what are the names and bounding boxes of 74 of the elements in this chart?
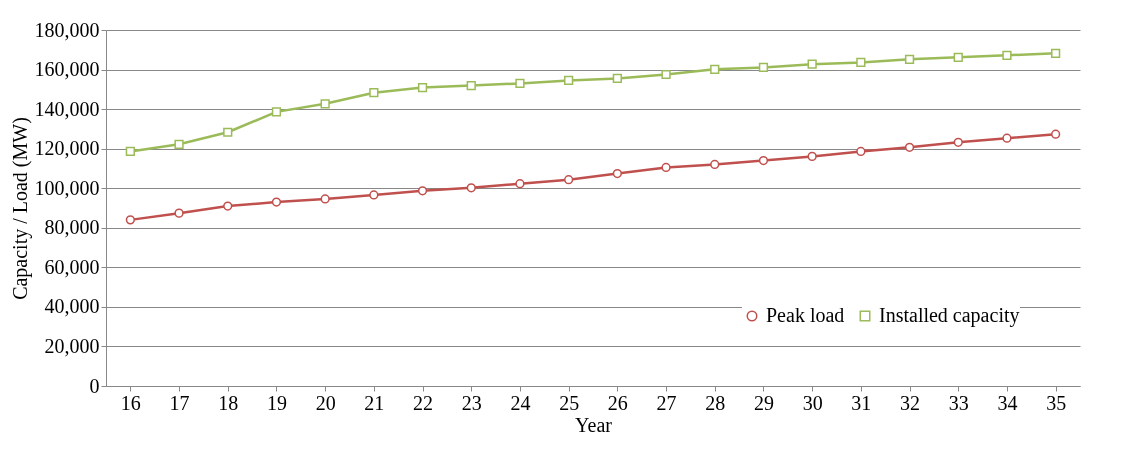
x-tick-label: 28: [705, 391, 726, 414]
y-tick-label: 40,000: [44, 295, 100, 318]
point: [710, 159, 720, 170]
x-axis-title: Year: [575, 413, 613, 436]
y-tick-label: 120,000: [34, 137, 100, 160]
x-tick-label: 30: [802, 391, 823, 414]
y-tick-label: 180,000: [34, 18, 100, 41]
point: [271, 197, 282, 207]
x-tick-label: 32: [900, 391, 921, 414]
y-tick-label: 0: [89, 374, 100, 397]
point: [758, 62, 769, 72]
point: [612, 168, 622, 179]
point: [856, 57, 866, 68]
y-tick-label: 160,000: [34, 58, 100, 81]
point: [515, 179, 525, 189]
point: [564, 75, 574, 86]
x-tick-label: 26: [607, 391, 628, 414]
point: [466, 183, 476, 193]
point: [515, 78, 525, 89]
legend-label: Installed capacity: [879, 304, 1020, 327]
point: [1051, 48, 1061, 58]
point: [904, 142, 915, 152]
point: [953, 52, 963, 62]
point: [369, 88, 379, 98]
point: [661, 69, 671, 80]
x-tick-label: 23: [461, 391, 482, 414]
point: [1002, 133, 1012, 143]
y-axis-title: Capacity / Load (MW): [8, 117, 32, 300]
y-tick-label: 20,000: [44, 334, 100, 357]
x-tick-label: 22: [413, 391, 434, 414]
point: [320, 99, 330, 109]
x-tick-label: 34: [997, 391, 1018, 414]
x-tick-label: 20: [315, 391, 336, 414]
point: [1002, 50, 1012, 60]
x-tick-label: 18: [218, 391, 239, 414]
point: [320, 194, 330, 204]
x-tick-label: 24: [510, 391, 531, 414]
x-tick-label: 16: [120, 391, 141, 414]
x-tick-label: 17: [169, 391, 190, 414]
x-tick-label: 21: [364, 391, 385, 414]
point: [369, 190, 379, 200]
point: [564, 175, 574, 185]
point: [125, 215, 135, 225]
x-tick-label: 25: [559, 391, 580, 414]
point: [466, 80, 476, 91]
x-tick-label: 27: [656, 391, 677, 414]
point: [856, 146, 866, 157]
point: [612, 73, 622, 84]
x-tick-label: 19: [266, 391, 287, 414]
point: [758, 155, 769, 166]
y-tick-label: 80,000: [44, 216, 100, 239]
x-tick-label: 29: [753, 391, 774, 414]
point: [174, 208, 184, 218]
y-tick-label: 140,000: [34, 97, 100, 120]
x-tick-label: 33: [948, 391, 969, 414]
point: [417, 186, 428, 196]
point: [1051, 129, 1061, 139]
point: [223, 201, 233, 211]
y-tick-label: 100,000: [34, 176, 100, 199]
point: [417, 82, 428, 93]
point: [710, 64, 720, 74]
point: [807, 151, 817, 161]
point: [953, 137, 963, 147]
point: [807, 59, 817, 69]
point: [271, 107, 282, 117]
point: [661, 162, 671, 173]
x-tick-label: 35: [1046, 391, 1067, 414]
point: [125, 146, 135, 157]
point: [223, 127, 233, 137]
point: [904, 54, 915, 64]
y-tick-label: 60,000: [44, 255, 100, 278]
legend-label: Peak load: [766, 304, 845, 326]
point: [174, 139, 184, 149]
x-tick-label: 31: [851, 391, 872, 414]
